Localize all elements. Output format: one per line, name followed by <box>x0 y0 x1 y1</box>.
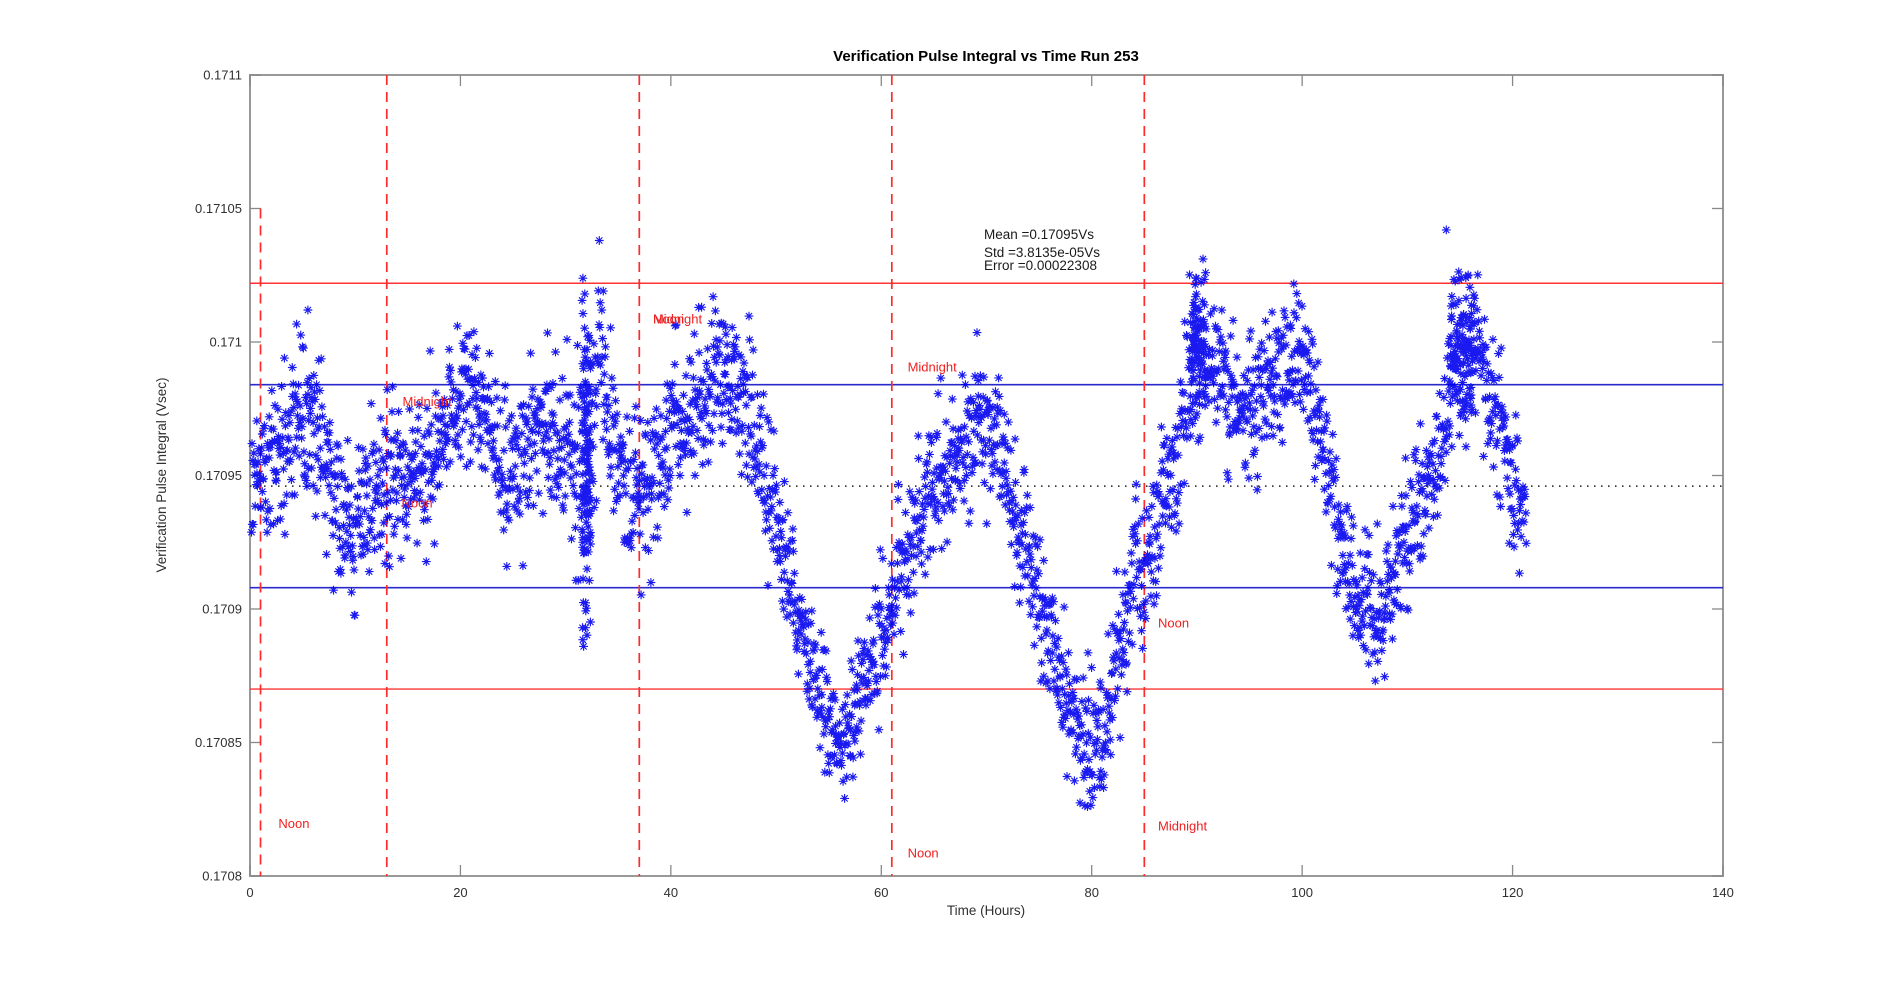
x-tick-label: 20 <box>453 885 467 900</box>
y-tick-label: 0.17085 <box>195 735 242 750</box>
day-label: Noon <box>908 845 939 860</box>
y-tick-label: 0.1711 <box>203 68 242 83</box>
stats-annotation: Mean =0.17095Vs Std =3.8135e-05Vs Error … <box>984 227 1100 273</box>
day-label: Noon <box>402 496 433 511</box>
day-label: Noon <box>278 816 309 831</box>
x-tick-label: 120 <box>1502 885 1524 900</box>
y-tick-label: 0.1708 <box>202 869 242 884</box>
x-axis-label: Time (Hours) <box>947 903 1025 918</box>
y-tick-label: 0.1709 <box>202 602 242 617</box>
day-label: Midnight <box>403 394 453 409</box>
axis-ticks <box>249 74 1724 877</box>
day-label: Noon <box>1158 616 1189 631</box>
day-label: Midnight <box>1158 819 1208 834</box>
day-label: Midnight <box>908 359 958 374</box>
tick-labels: 0 20 40 60 80 100 120 140 0.1708 0.17085 0.1709 0.1… <box>195 68 1734 901</box>
error-annotation: Error =0.00022308 <box>984 258 1097 273</box>
day-label: Noon <box>653 311 684 326</box>
x-tick-label: 100 <box>1291 885 1313 900</box>
std-annotation: Std =3.8135e-05Vs <box>984 245 1100 260</box>
reference-lines <box>250 282 1723 690</box>
x-tick-label: 140 <box>1712 885 1734 900</box>
y-tick-label: 0.17105 <box>195 201 242 216</box>
chart-title: Verification Pulse Integral vs Time Run … <box>833 48 1139 65</box>
day-boundary-lines <box>259 75 1146 876</box>
day-labels: NoonMidnightNoonMidnightNoonMidnightNoon… <box>278 311 1207 860</box>
y-axis-label: Verification Pulse Integral (Vsec) <box>154 377 169 572</box>
x-tick-label: 60 <box>874 885 888 900</box>
x-tick-label: 0 <box>246 885 253 900</box>
y-tick-label: 0.171 <box>209 335 242 350</box>
scatter-points <box>247 225 1531 811</box>
x-tick-label: 40 <box>664 885 678 900</box>
mean-annotation: Mean =0.17095Vs <box>984 227 1094 242</box>
x-tick-label: 80 <box>1084 885 1098 900</box>
day-label: Midnight <box>653 311 703 326</box>
y-tick-label: 0.17095 <box>195 468 242 483</box>
plot-area-border <box>249 74 1724 877</box>
